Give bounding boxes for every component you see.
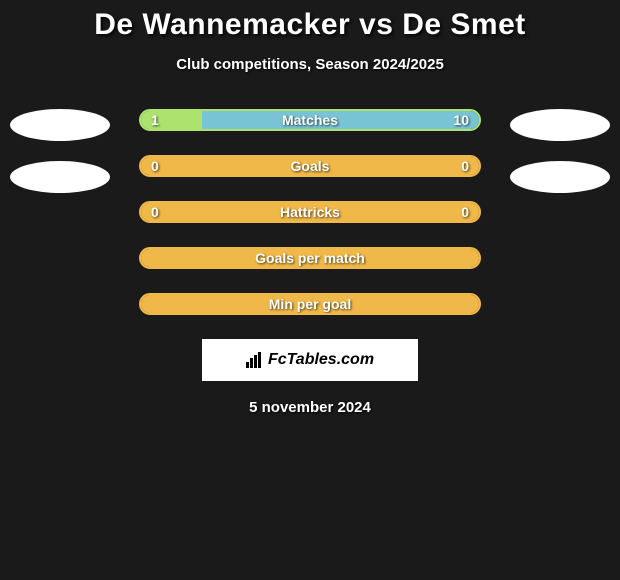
avatar-left-1 [10, 109, 110, 141]
stat-label: Hattricks [141, 203, 479, 221]
avatar-left-2 [10, 161, 110, 193]
subtitle: Club competitions, Season 2024/2025 [0, 56, 620, 73]
stats-area: 110Matches 00Goals 00Hattricks Goals per ma… [0, 109, 620, 315]
brand-name: FcTables.com [268, 351, 374, 369]
stat-row-goals-per-match: Goals per match [139, 247, 481, 269]
stat-label: Goals per match [141, 249, 479, 267]
stat-label: Matches [141, 111, 479, 129]
stat-row-matches: 110Matches [139, 109, 481, 131]
stat-label: Min per goal [141, 295, 479, 313]
date-text: 5 november 2024 [0, 399, 620, 416]
brand-logo: FcTables.com [202, 339, 418, 381]
avatar-right-1 [510, 109, 610, 141]
stat-label: Goals [141, 157, 479, 175]
avatar-right-2 [510, 161, 610, 193]
stat-row-goals: 00Goals [139, 155, 481, 177]
brand-logo-text: FcTables.com [246, 351, 374, 369]
bars-icon [246, 352, 264, 368]
page-title: De Wannemacker vs De Smet [0, 8, 620, 42]
stat-row-hattricks: 00Hattricks [139, 201, 481, 223]
stat-row-min-per-goal: Min per goal [139, 293, 481, 315]
